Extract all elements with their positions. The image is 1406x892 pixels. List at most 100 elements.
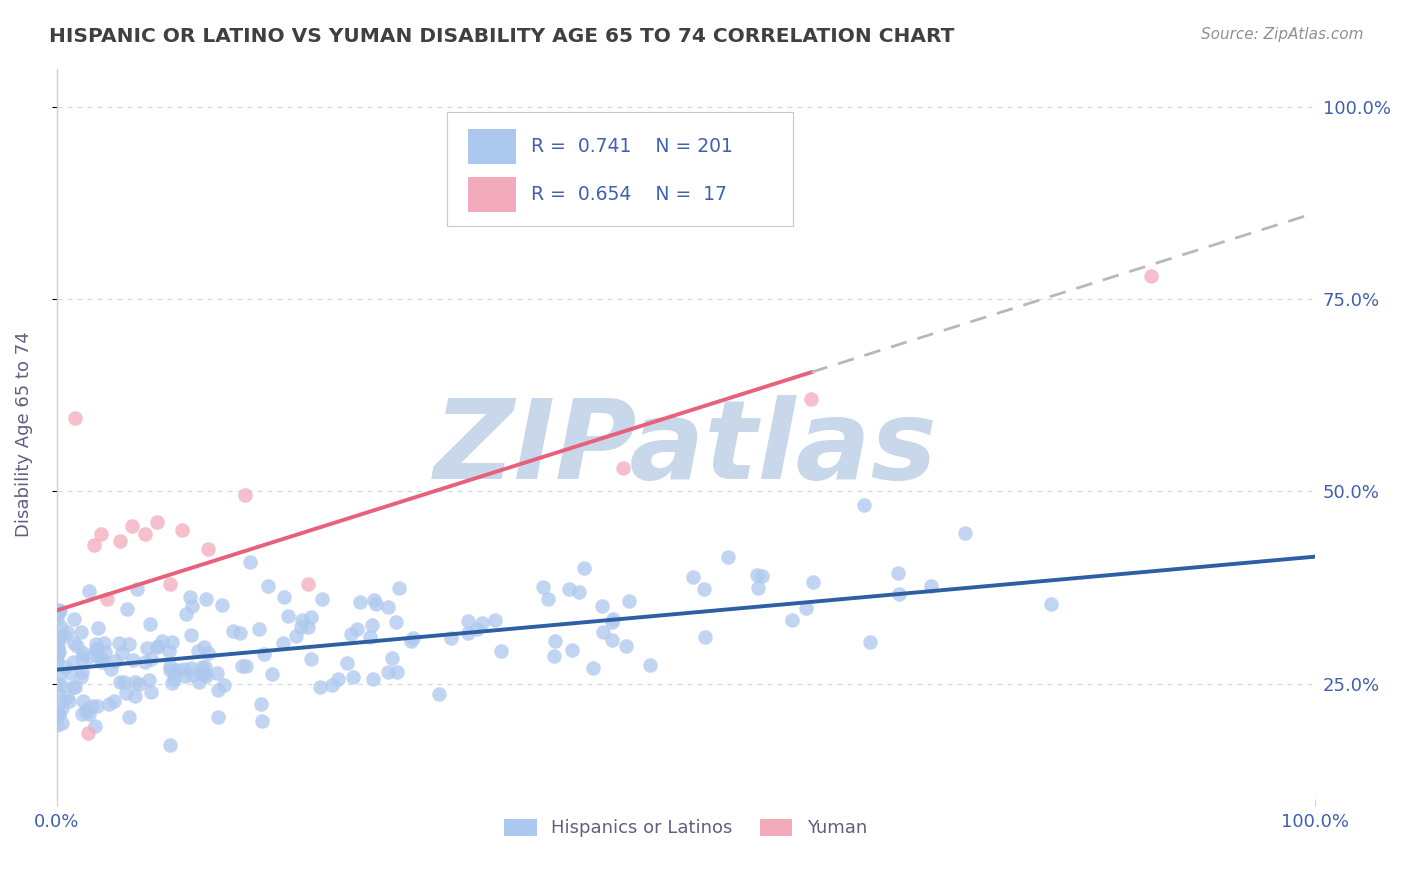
Point [277,608,299,623]
Point [160,634,183,648]
Point [59,665,82,680]
Point [211,598,233,612]
Point [72,646,94,660]
Point [134,526,156,541]
Point [159,738,181,752]
Point [602,612,624,626]
Point [45,718,67,732]
Point [53,660,76,674]
Point [339,627,361,641]
Point [385,665,408,679]
Point [364,597,387,611]
Point [45,654,67,668]
Point [187,675,209,690]
Point [247,622,270,636]
Point [159,663,181,677]
Point [250,714,273,728]
Point [63,680,86,694]
Point [614,639,637,653]
Point [800,392,823,406]
Point [543,649,565,664]
Point [253,647,276,661]
Point [284,629,307,643]
Point [173,662,195,676]
Point [146,515,169,529]
Point [207,709,229,723]
Point [124,689,146,703]
Point [66,639,89,653]
Point [484,613,506,627]
Point [360,618,382,632]
Point [134,655,156,669]
Point [859,634,882,648]
Point [592,624,614,639]
Point [46,644,69,658]
Point [75,702,97,716]
Point [747,582,769,596]
Point [250,698,273,712]
Point [83,719,105,733]
Point [600,615,623,629]
Point [118,710,141,724]
Point [48,645,70,659]
Point [86,642,108,657]
Point [114,686,136,700]
Point [780,613,803,627]
Point [111,646,134,660]
Point [180,661,202,675]
Point [271,636,294,650]
Point [751,569,773,583]
Point [45,607,67,621]
Point [297,576,319,591]
Point [197,646,219,660]
Point [346,622,368,636]
Point [176,607,198,622]
Point [299,609,322,624]
Point [619,594,641,608]
Point [953,526,976,541]
Point [693,582,716,596]
Point [207,683,229,698]
Point [94,645,117,659]
Point [117,601,139,615]
Point [299,652,322,666]
Point [84,637,107,651]
Point [107,636,129,650]
Point [45,648,67,663]
Point [193,640,215,655]
Point [887,566,910,581]
Point [489,644,512,658]
Point [139,616,162,631]
Point [75,706,97,720]
Point [70,670,93,684]
Point [63,636,86,650]
Point [108,534,131,549]
Point [291,613,314,627]
Point [181,599,204,613]
Point [1039,597,1062,611]
Point [72,694,94,708]
Point [233,488,256,502]
Point [58,694,80,708]
Point [349,595,371,609]
Point [79,583,101,598]
Point [231,659,253,673]
Point [97,698,120,712]
Point [145,640,167,655]
Point [146,639,169,653]
Point [363,673,385,687]
Point [197,541,219,556]
Point [309,680,332,694]
Point [150,634,173,648]
Point [121,653,143,667]
Point [385,615,408,629]
Point [582,661,605,675]
Point [457,614,479,628]
Point [87,649,110,664]
Point [96,591,118,606]
Point [51,716,73,731]
Text: R =  0.654    N =  17: R = 0.654 N = 17 [531,186,727,204]
Point [568,584,591,599]
Point [46,612,69,626]
Point [70,651,93,665]
